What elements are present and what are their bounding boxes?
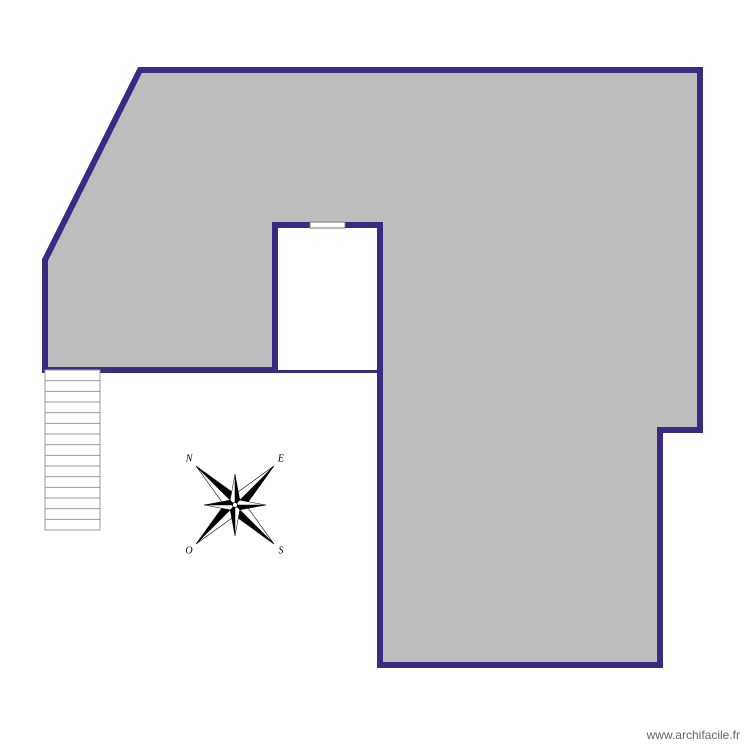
stairs	[45, 370, 100, 530]
compass-label-o: O	[185, 545, 192, 556]
floorplan-stage: N E S O www.archifacile.fr	[0, 0, 750, 750]
inner-room-fill	[278, 228, 377, 370]
compass-rose: N E S O	[134, 404, 336, 606]
compass-label-e: E	[277, 453, 284, 464]
compass-label-s: S	[278, 545, 283, 556]
floorplan-svg: N E S O	[0, 0, 750, 750]
watermark-text: www.archifacile.fr	[647, 728, 740, 742]
compass-label-n: N	[185, 453, 194, 464]
